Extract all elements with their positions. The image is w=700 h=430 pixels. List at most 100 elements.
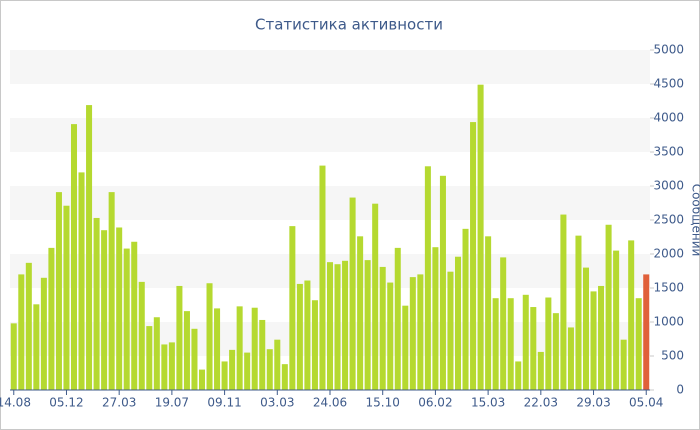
- bar: [123, 248, 130, 390]
- bar: [628, 240, 635, 390]
- bar: [214, 308, 221, 390]
- bar: [485, 236, 492, 390]
- bar: [417, 274, 424, 390]
- bar: [206, 283, 213, 390]
- bar: [394, 247, 401, 390]
- bar: [620, 339, 627, 390]
- bar: [319, 165, 326, 390]
- bar: [537, 351, 544, 390]
- y-tick-label: 4000: [653, 111, 684, 125]
- bar: [379, 266, 386, 390]
- bar: [462, 228, 469, 390]
- y-tick-label: 1000: [653, 315, 684, 329]
- bar: [477, 84, 484, 391]
- bar: [492, 298, 499, 390]
- bar: [131, 241, 138, 390]
- bar: [191, 328, 198, 390]
- bar: [432, 247, 439, 390]
- x-tick-label: 05.12: [49, 396, 83, 410]
- bar: [198, 369, 206, 390]
- bar: [78, 172, 85, 390]
- bar: [146, 326, 153, 390]
- bar: [161, 344, 168, 390]
- bar: [334, 264, 341, 390]
- bar: [409, 277, 416, 390]
- y-tick-label: 3500: [653, 145, 684, 159]
- bar: [372, 203, 379, 390]
- bar: [281, 364, 288, 390]
- bar: [304, 280, 311, 390]
- bar: [229, 349, 236, 390]
- bar: [63, 205, 70, 390]
- bar: [274, 339, 281, 390]
- x-tick-label: 14.08: [0, 396, 31, 410]
- y-tick-label: 1500: [653, 281, 684, 295]
- bar: [635, 298, 642, 390]
- y-tick-label: 2000: [653, 247, 684, 261]
- x-tick-label: 22.03: [524, 396, 558, 410]
- bar: [613, 250, 620, 390]
- bar: [500, 257, 507, 390]
- bar: [176, 285, 183, 390]
- bar: [364, 260, 371, 390]
- x-tick-label: 05.04: [629, 396, 663, 410]
- y-tick-label: 4500: [653, 77, 684, 91]
- x-tick-label: 15.10: [366, 396, 400, 410]
- y-axis-label: Сообщений: [690, 184, 700, 257]
- bar: [251, 307, 258, 390]
- bar: [55, 192, 62, 390]
- bar: [545, 297, 552, 390]
- bar: [424, 166, 431, 390]
- bar: [447, 271, 454, 390]
- grid-band: [10, 118, 650, 152]
- bar: [342, 260, 349, 390]
- bar: [598, 285, 605, 390]
- bar: [402, 305, 409, 390]
- bar: [349, 197, 356, 390]
- bar: [530, 307, 537, 390]
- bar: [643, 274, 650, 390]
- bar: [40, 277, 47, 390]
- bar: [567, 327, 574, 390]
- x-tick-label: 24.06: [313, 396, 347, 410]
- bar: [108, 192, 115, 390]
- bar: [289, 226, 296, 390]
- x-tick-label: 03.03: [260, 396, 294, 410]
- bar: [605, 224, 612, 390]
- bar: [575, 235, 582, 390]
- bar: [552, 313, 559, 390]
- bar: [153, 317, 160, 390]
- y-tick-label: 500: [661, 349, 684, 363]
- bar: [590, 291, 597, 390]
- x-tick-label: 06.02: [418, 396, 452, 410]
- bar: [560, 214, 567, 390]
- bar: [311, 300, 318, 390]
- bar: [25, 262, 32, 390]
- bar: [33, 304, 40, 390]
- bar: [515, 361, 522, 390]
- grid-band: [10, 186, 650, 220]
- bar: [101, 230, 108, 390]
- bar: [48, 247, 55, 390]
- bar: [183, 311, 190, 390]
- bar: [522, 294, 529, 390]
- y-tick-label: 0: [676, 383, 684, 397]
- bar: [70, 124, 78, 391]
- bar: [296, 283, 303, 390]
- x-tick-label: 27.03: [102, 396, 136, 410]
- bar: [326, 262, 334, 390]
- y-tick-label: 3000: [653, 179, 684, 193]
- x-tick-label: 15.03: [471, 396, 505, 410]
- y-tick-label: 5000: [653, 43, 684, 57]
- bar: [221, 361, 228, 390]
- chart-title: Статистика активности: [255, 16, 443, 34]
- bar: [236, 306, 243, 390]
- bar: [357, 236, 364, 390]
- x-tick-label: 19.07: [155, 396, 189, 410]
- bar: [18, 274, 25, 390]
- bar: [470, 122, 477, 390]
- bar: [507, 298, 514, 390]
- grid-band: [10, 50, 650, 84]
- bar: [244, 352, 251, 390]
